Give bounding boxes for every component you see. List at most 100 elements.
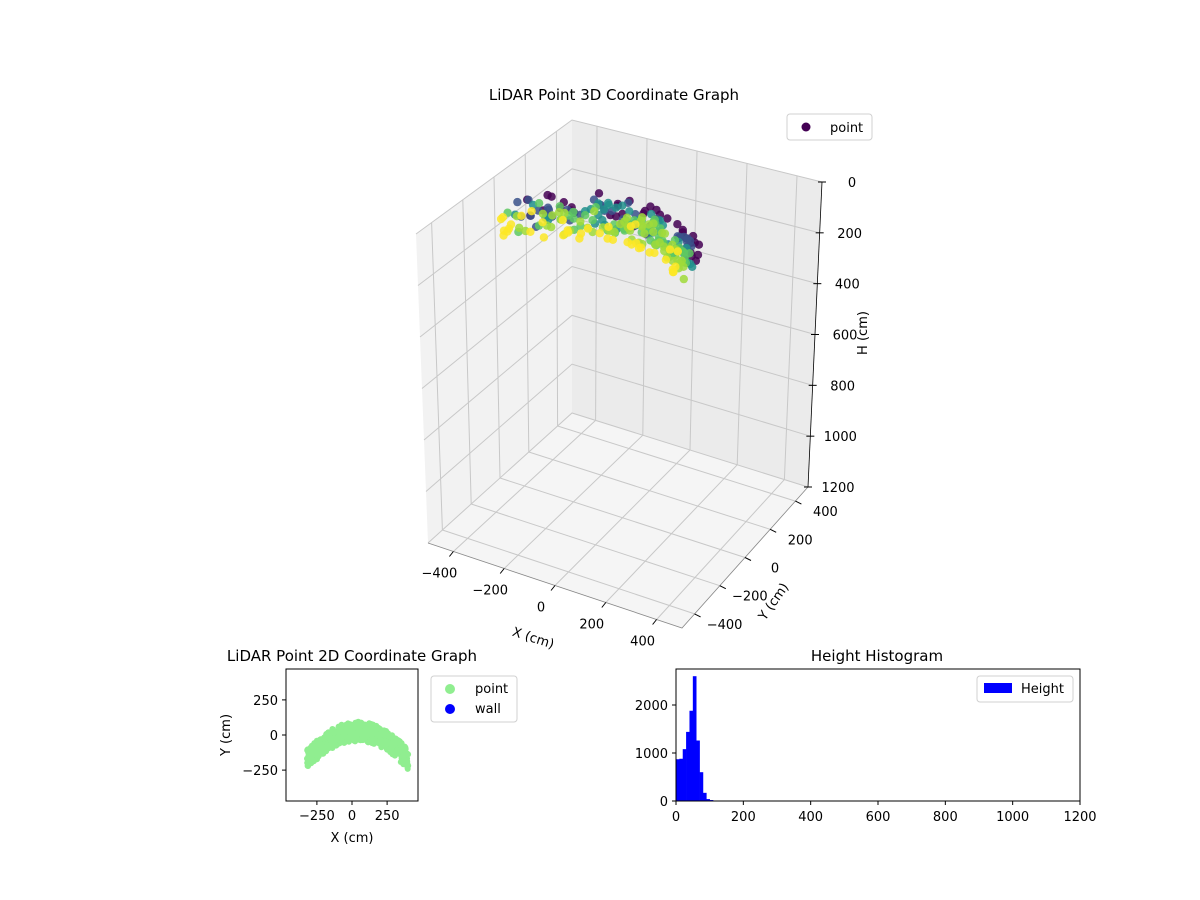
- tick-label-3d-z: 800: [830, 379, 855, 394]
- legend-marker-3d-point: [801, 122, 811, 132]
- legend-box-3d: [786, 113, 873, 141]
- data-point-2d: [305, 763, 312, 769]
- data-point-2d: [372, 730, 379, 737]
- tick-label-3d-z: 600: [833, 329, 858, 344]
- data-point-2d: [404, 764, 411, 771]
- tick-label-2d-y: 250: [253, 694, 278, 709]
- tick-label-histogram-x: 200: [731, 810, 756, 825]
- histogram-bar: [702, 792, 707, 801]
- data-point-2d: [362, 723, 369, 730]
- histogram-bar: [692, 676, 697, 801]
- data-point-3d: [657, 228, 667, 238]
- tick-label-3d-y: 200: [788, 533, 813, 548]
- tick-label-3d-z: 1200: [821, 481, 854, 496]
- gridline-3d-z: [417, 168, 820, 286]
- data-point-3d: [671, 262, 680, 271]
- data-point-3d: [615, 219, 625, 229]
- data-point-3d: [673, 247, 682, 256]
- tick-label-3d-y: 400: [813, 505, 838, 520]
- tick-label-3d-y: 0: [771, 562, 779, 577]
- data-point-3d: [640, 229, 649, 238]
- tick-3d-y: [694, 613, 701, 618]
- legend-2d: point wall: [430, 675, 518, 723]
- title-histogram: Height Histogram: [811, 647, 943, 665]
- data-point-3d: [655, 238, 664, 247]
- data-point-2d: [324, 742, 331, 749]
- data-point-2d: [363, 732, 370, 739]
- tick-3d-x: [601, 602, 607, 608]
- data-point-2d: [396, 738, 403, 745]
- tick-label-histogram-y: 1000: [635, 747, 668, 762]
- data-point-3d: [644, 220, 653, 229]
- data-point-2d: [310, 757, 317, 764]
- gridline-3d-z: [425, 363, 811, 492]
- tick-label-3d-x: −200: [472, 584, 508, 599]
- xlabel-3d: X (cm): [510, 625, 556, 653]
- data-point-3d: [559, 231, 568, 240]
- data-point-3d: [539, 233, 549, 242]
- tick-label-histogram-y: 2000: [635, 699, 668, 714]
- data-point-3d: [575, 234, 584, 243]
- data-point-2d: [351, 724, 358, 731]
- data-point-3d: [645, 248, 654, 257]
- histogram-bar: [682, 749, 687, 801]
- data-point-2d: [370, 723, 377, 730]
- tick-3d-y: [719, 585, 727, 590]
- tick-label-histogram-x: 800: [933, 810, 958, 825]
- legend-histogram: Height: [976, 675, 1074, 703]
- tick-label-histogram-y: 0: [660, 795, 668, 810]
- data-point-3d: [625, 207, 634, 216]
- data-point-2d: [384, 732, 391, 739]
- legend-marker-2d-point: [445, 684, 455, 694]
- data-point-3d: [679, 274, 688, 284]
- data-point-2d: [340, 726, 347, 733]
- data-point-3d: [558, 215, 567, 225]
- gridline-3d-z: [427, 412, 809, 544]
- tick-label-3d-z: 400: [835, 278, 860, 293]
- tick-label-2d-x: −250: [299, 809, 335, 824]
- tick-label-3d-y: −400: [707, 618, 743, 633]
- data-point-3d: [506, 220, 516, 229]
- tick-3d-x: [652, 619, 657, 625]
- data-point-3d: [513, 197, 522, 207]
- data-point-3d: [560, 208, 569, 218]
- tick-label-3d-x: −400: [422, 567, 458, 582]
- tick-label-3d-z: 1000: [824, 430, 857, 445]
- data-point-3d: [618, 201, 627, 210]
- data-point-3d: [693, 250, 703, 260]
- axes-histogram: Height Histogram 0 200 400 600 800 1000 1200 0 1…: [635, 647, 1097, 825]
- data-point-3d: [526, 227, 535, 236]
- tick-label-3d-x: 0: [537, 601, 545, 616]
- data-point-2d: [391, 741, 398, 748]
- data-point-3d: [590, 207, 599, 216]
- data-point-3d: [661, 255, 671, 264]
- legend-box-histogram: [976, 675, 1074, 703]
- tick-label-2d-x: 250: [375, 809, 400, 824]
- data-point-3d: [548, 211, 557, 220]
- tick-label-histogram-x: 0: [672, 810, 680, 825]
- data-point-3d: [543, 203, 553, 212]
- tick-label-histogram-x: 400: [798, 810, 823, 825]
- data-point-3d: [581, 211, 590, 220]
- axes-3d: LiDAR Point 3D Coordinate Graph −400 −200…: [415, 86, 873, 653]
- xlabel-2d: X (cm): [331, 831, 374, 846]
- data-point-2d: [318, 745, 325, 752]
- data-point-2d: [377, 736, 384, 743]
- data-point-2d: [383, 745, 390, 752]
- data-point-3d: [538, 218, 547, 227]
- title-3d: LiDAR Point 3D Coordinate Graph: [489, 86, 739, 104]
- data-point-3d: [583, 224, 593, 233]
- data-point-3d: [665, 245, 675, 254]
- data-point-3d: [598, 215, 607, 225]
- data-point-3d: [622, 213, 632, 222]
- tick-label-2d-x: 0: [348, 809, 356, 824]
- legend-marker-histogram: [984, 683, 1012, 693]
- data-point-2d: [340, 732, 347, 739]
- data-point-2d: [350, 729, 357, 736]
- tick-3d-y: [744, 557, 752, 561]
- legend-marker-2d-wall: [445, 704, 455, 714]
- data-point-3d: [517, 211, 526, 220]
- data-point-3d: [677, 256, 686, 265]
- tick-label-histogram-x: 600: [866, 810, 891, 825]
- tick-3d-x: [449, 551, 454, 557]
